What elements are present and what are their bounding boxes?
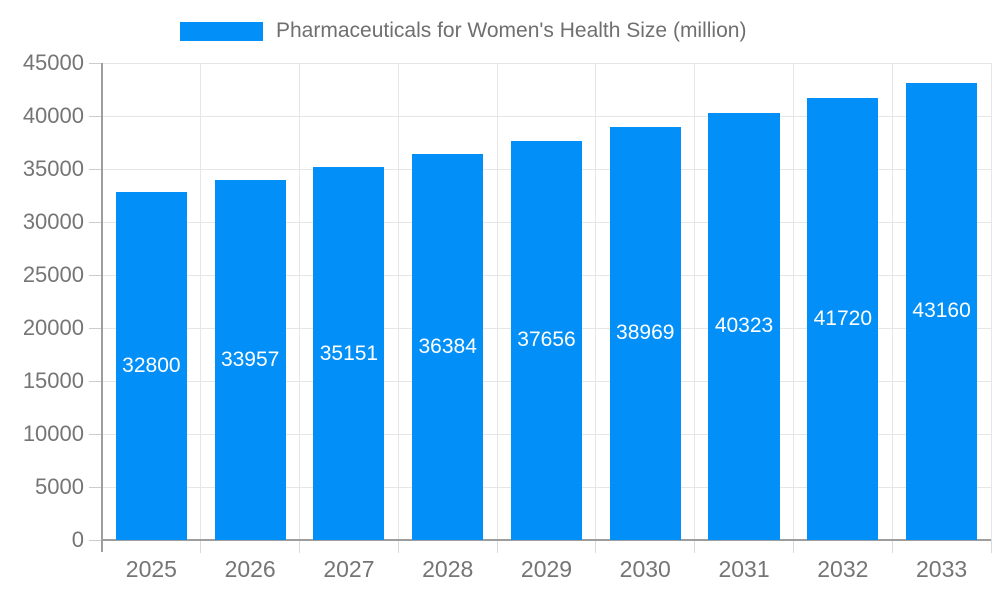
x-gridline xyxy=(990,63,992,540)
legend: Pharmaceuticals for Women's Health Size … xyxy=(180,19,747,42)
bar-value-label: 36384 xyxy=(418,335,477,359)
x-axis-category-label: 2029 xyxy=(520,556,573,582)
y-axis-tick xyxy=(89,380,102,382)
bar-value-label: 40323 xyxy=(714,314,774,338)
legend-label[interactable]: Pharmaceuticals for Women's Health Size … xyxy=(276,19,747,42)
y-axis-tick xyxy=(89,433,102,435)
x-axis-tick xyxy=(792,540,794,553)
x-axis-tick xyxy=(990,540,992,553)
bar: 32800 xyxy=(115,192,187,540)
bar-value-label: 35151 xyxy=(319,341,379,365)
bar: 37656 xyxy=(510,140,583,540)
y-axis-line xyxy=(101,63,103,552)
y-gridline xyxy=(102,62,991,64)
y-axis-tick xyxy=(89,274,102,276)
x-axis-tick xyxy=(496,540,498,553)
x-gridline xyxy=(299,63,301,540)
plot-area: 0 5000 10000 15000 20000 25000 30000 35000 40000… xyxy=(23,51,992,582)
bar-value-label: 38969 xyxy=(616,321,675,345)
x-axis-category-label: 2033 xyxy=(916,556,968,582)
bar-value-label: 37656 xyxy=(517,328,576,352)
y-axis-tick-label: 0 xyxy=(71,527,84,552)
bar-value-label: 43160 xyxy=(912,299,971,323)
x-axis-tick xyxy=(891,540,893,553)
y-axis-tick-label: 15000 xyxy=(22,368,84,393)
x-axis-category-label: 2026 xyxy=(224,556,276,582)
x-axis-tick xyxy=(595,540,597,553)
bar: 35151 xyxy=(313,167,385,540)
x-axis-tick xyxy=(694,540,696,553)
x-axis-category-label: 2031 xyxy=(718,556,770,582)
x-gridline xyxy=(891,63,893,540)
y-axis-tick xyxy=(89,539,102,541)
bar-value-label: 33957 xyxy=(220,348,280,372)
x-axis-category-label: 2025 xyxy=(125,556,177,582)
x-gridline xyxy=(496,63,498,540)
x-axis-category-label: 2028 xyxy=(422,556,474,582)
x-axis-category-label: 2027 xyxy=(323,556,375,582)
y-axis-tick xyxy=(89,62,102,64)
y-axis-tick-label: 45000 xyxy=(22,50,84,75)
bar: 41720 xyxy=(807,97,879,540)
bar: 43160 xyxy=(906,82,978,540)
y-axis-tick xyxy=(89,327,102,329)
y-axis-tick-label: 25000 xyxy=(22,262,84,287)
y-axis-tick-label: 5000 xyxy=(35,474,84,499)
x-axis-category-label: 2030 xyxy=(619,556,671,582)
bar: 40323 xyxy=(708,112,780,540)
y-axis-tick-label: 35000 xyxy=(22,156,84,181)
x-axis-category-label: 2032 xyxy=(817,556,869,582)
x-gridline xyxy=(397,63,399,540)
x-gridline xyxy=(595,63,597,540)
y-axis-tick-label: 40000 xyxy=(22,103,84,128)
y-axis-tick-label: 10000 xyxy=(22,421,84,446)
bar-value-label: 41720 xyxy=(813,306,873,330)
y-axis-tick xyxy=(89,486,102,488)
y-axis-tick xyxy=(89,115,102,117)
bar: 38969 xyxy=(609,126,681,540)
x-axis-line xyxy=(102,539,991,541)
y-axis-tick-label: 30000 xyxy=(22,209,84,234)
x-axis-tick xyxy=(200,540,202,553)
legend-swatch-icon[interactable] xyxy=(180,21,263,41)
y-axis-tick xyxy=(89,221,102,223)
x-axis-tick xyxy=(299,540,301,553)
y-axis-tick-label: 20000 xyxy=(22,315,84,340)
y-gridline xyxy=(102,115,991,117)
x-gridline xyxy=(792,63,794,540)
y-axis-tick xyxy=(89,168,102,170)
bar-value-label: 32800 xyxy=(122,354,181,378)
x-axis-tick xyxy=(397,540,399,553)
x-gridline xyxy=(694,63,696,540)
x-gridline xyxy=(200,63,202,540)
bar: 33957 xyxy=(214,180,286,540)
bar: 36384 xyxy=(412,154,484,540)
